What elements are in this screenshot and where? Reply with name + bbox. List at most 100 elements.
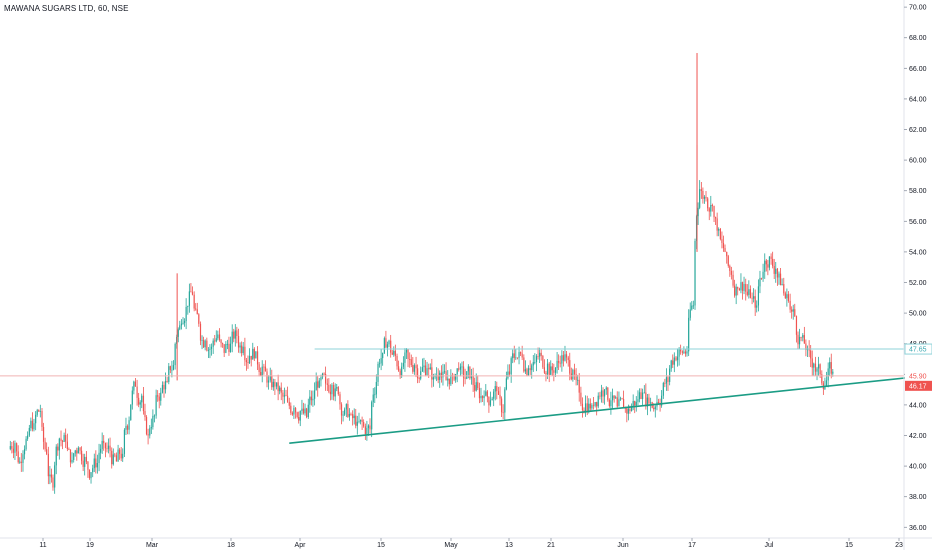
- candle-body: [500, 398, 503, 413]
- candle-body: [115, 455, 117, 462]
- candle-body: [543, 367, 546, 373]
- candle-body: [123, 429, 126, 454]
- candle-body: [76, 450, 78, 454]
- candle-body: [50, 474, 53, 478]
- candle-body: [252, 348, 254, 360]
- candle-body: [185, 306, 187, 322]
- candle-body: [830, 362, 832, 374]
- last-price-tag-label: 46.17: [909, 383, 927, 390]
- candle-body: [622, 398, 625, 408]
- candle-body: [55, 446, 57, 466]
- candle-body: [768, 256, 771, 268]
- candle-body: [615, 397, 617, 399]
- candle-body: [19, 461, 21, 463]
- candle-body: [163, 384, 165, 390]
- candle-body: [634, 400, 636, 406]
- last-price-tag: [905, 380, 932, 391]
- candle-body: [179, 325, 181, 330]
- candle-body: [25, 438, 27, 450]
- candle-body: [225, 344, 227, 353]
- y-tick-label: 44.00: [909, 402, 927, 409]
- candle-body: [361, 419, 363, 423]
- candle-body: [580, 392, 582, 404]
- candle-body: [450, 375, 452, 385]
- candle-body: [103, 440, 105, 444]
- candle-body: [153, 415, 156, 417]
- support-trendline[interactable]: [289, 376, 911, 444]
- x-tick-label: Jul: [765, 542, 774, 549]
- candle-body: [344, 409, 346, 415]
- candle-body: [616, 397, 618, 407]
- candle-body: [334, 388, 336, 397]
- candle-body: [832, 371, 834, 374]
- candle-body: [150, 427, 152, 429]
- candle-body: [106, 448, 108, 450]
- candle-body: [627, 408, 629, 414]
- candle-body: [199, 323, 202, 341]
- candle-body: [117, 449, 119, 462]
- candle-body: [396, 355, 398, 367]
- x-tick-label: 13: [505, 542, 513, 549]
- candle-body: [30, 420, 32, 428]
- candle-body: [136, 386, 138, 398]
- candle-body: [271, 375, 273, 388]
- candle-body: [187, 305, 189, 307]
- candle-body: [90, 472, 92, 479]
- x-tick-label: 15: [845, 542, 853, 549]
- candle-body: [816, 368, 818, 372]
- candle-body: [79, 447, 81, 451]
- candle-body: [497, 391, 500, 395]
- candle-body: [748, 289, 750, 295]
- candle-body: [242, 346, 244, 354]
- candle-body: [282, 392, 284, 397]
- candle-body: [412, 365, 414, 372]
- candle-body: [745, 284, 747, 292]
- candle-body: [770, 256, 772, 259]
- candle-body: [107, 445, 110, 449]
- candle-body: [730, 270, 732, 275]
- candle-body: [550, 366, 552, 375]
- candle-body: [432, 377, 434, 380]
- candle-body: [145, 417, 148, 435]
- candle-body: [22, 454, 24, 464]
- candle-body: [829, 362, 831, 369]
- candle-body: [540, 352, 542, 356]
- candle-body: [811, 358, 813, 368]
- candle-body: [255, 351, 257, 359]
- candle-body: [775, 268, 777, 274]
- candle-body: [632, 400, 634, 407]
- candle-body: [226, 343, 229, 345]
- candle-body: [195, 308, 197, 310]
- candle-body: [646, 397, 648, 407]
- candle-body: [397, 366, 400, 371]
- y-tick-label: 64.00: [909, 96, 927, 103]
- candle-body: [537, 356, 539, 357]
- candle-body: [33, 423, 35, 430]
- x-tick-label: 17: [688, 542, 696, 549]
- candle-body: [57, 446, 59, 451]
- candle-body: [60, 438, 62, 441]
- candle-body: [218, 334, 221, 340]
- candle-body: [352, 414, 354, 419]
- y-tick-label: 70.00: [909, 5, 927, 12]
- candle-body: [591, 404, 593, 409]
- candle-body: [653, 407, 655, 410]
- candle-body: [220, 339, 222, 344]
- candle-body: [302, 408, 305, 414]
- candle-body: [485, 391, 487, 396]
- candle-body: [157, 395, 159, 397]
- candle-body: [673, 357, 675, 365]
- candle-body: [467, 366, 469, 372]
- candle-body: [214, 340, 216, 342]
- candle-body: [326, 383, 328, 385]
- candle-body: [797, 334, 799, 345]
- candle-body: [333, 385, 335, 397]
- candle-body: [486, 391, 488, 397]
- candle-body: [215, 338, 217, 342]
- candle-body: [529, 368, 531, 371]
- candle-body: [600, 390, 603, 397]
- candle-body: [383, 338, 385, 353]
- candle-body: [61, 440, 64, 442]
- candle-body: [261, 366, 263, 376]
